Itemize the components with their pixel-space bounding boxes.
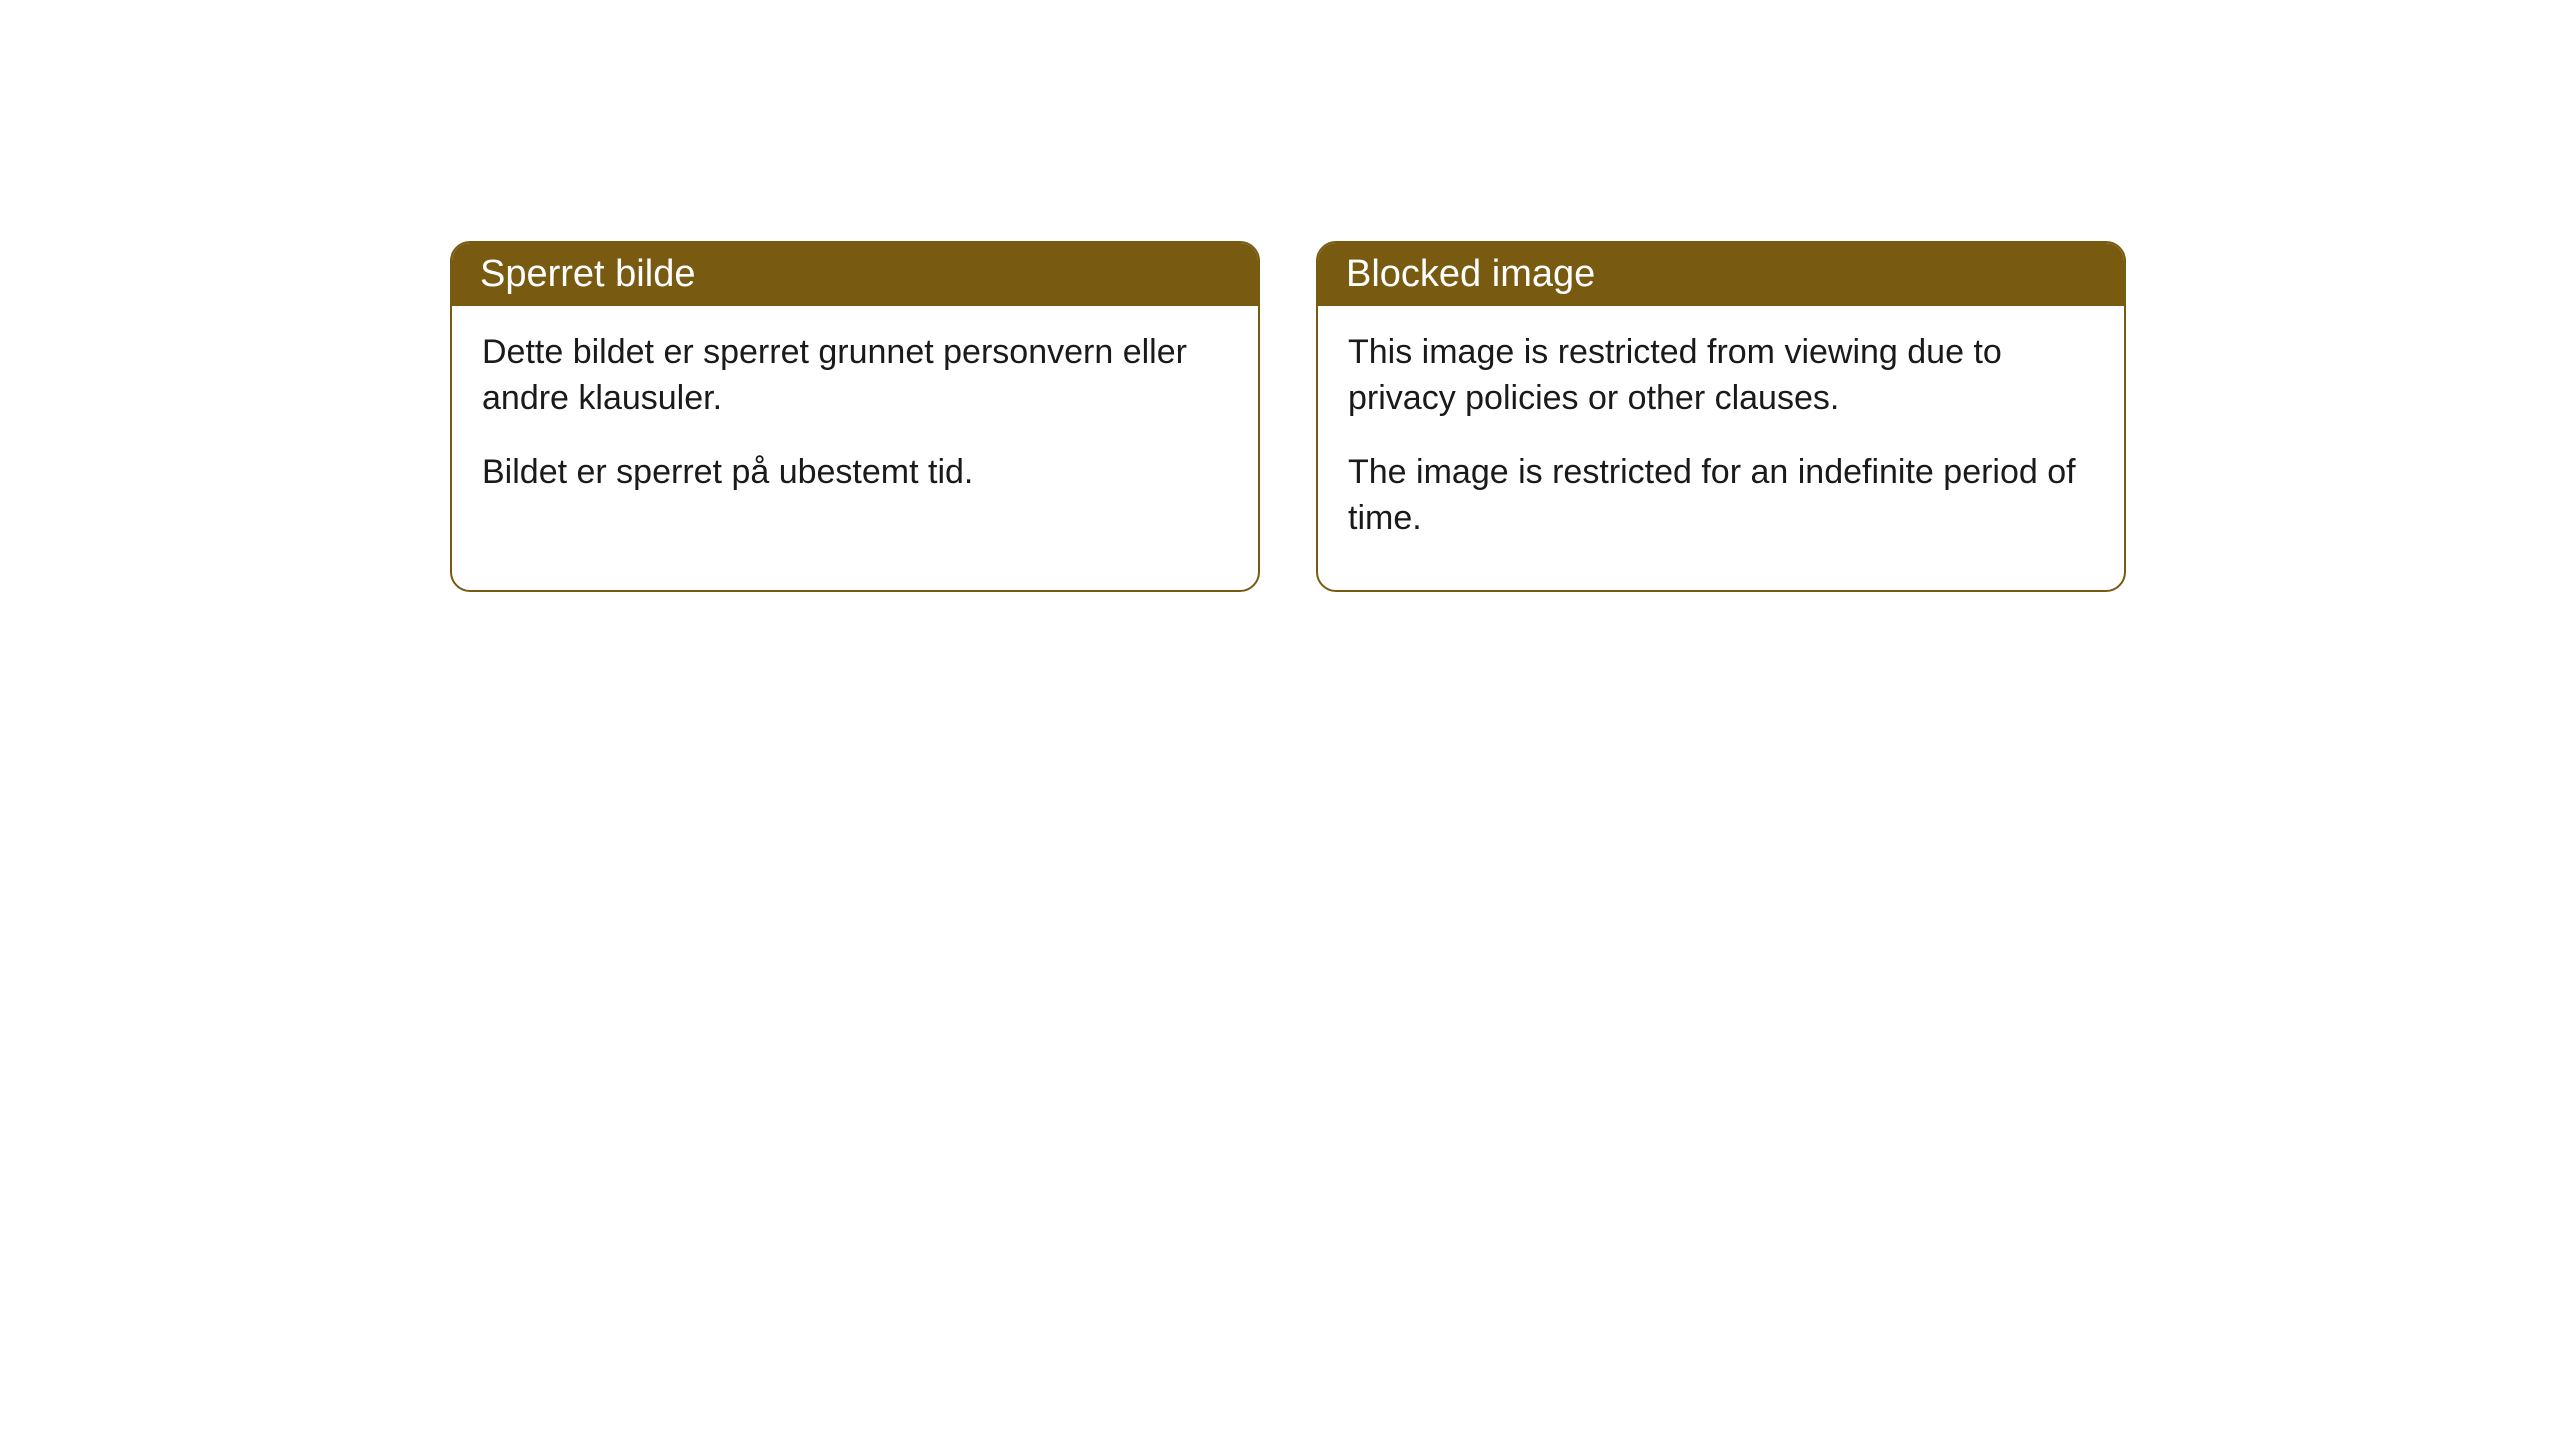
card-body: This image is restricted from viewing du… (1318, 306, 2124, 590)
notice-card-english: Blocked image This image is restricted f… (1316, 241, 2126, 592)
card-paragraph: The image is restricted for an indefinit… (1348, 450, 2094, 542)
card-body: Dette bildet er sperret grunnet personve… (452, 306, 1258, 544)
card-title: Sperret bilde (480, 253, 695, 295)
card-title: Blocked image (1346, 253, 1595, 295)
card-paragraph: Dette bildet er sperret grunnet personve… (482, 330, 1228, 422)
card-paragraph: Bildet er sperret på ubestemt tid. (482, 450, 1228, 496)
notice-cards-container: Sperret bilde Dette bildet er sperret gr… (450, 241, 2126, 592)
card-header: Blocked image (1318, 243, 2124, 306)
card-header: Sperret bilde (452, 243, 1258, 306)
notice-card-norwegian: Sperret bilde Dette bildet er sperret gr… (450, 241, 1260, 592)
card-paragraph: This image is restricted from viewing du… (1348, 330, 2094, 422)
